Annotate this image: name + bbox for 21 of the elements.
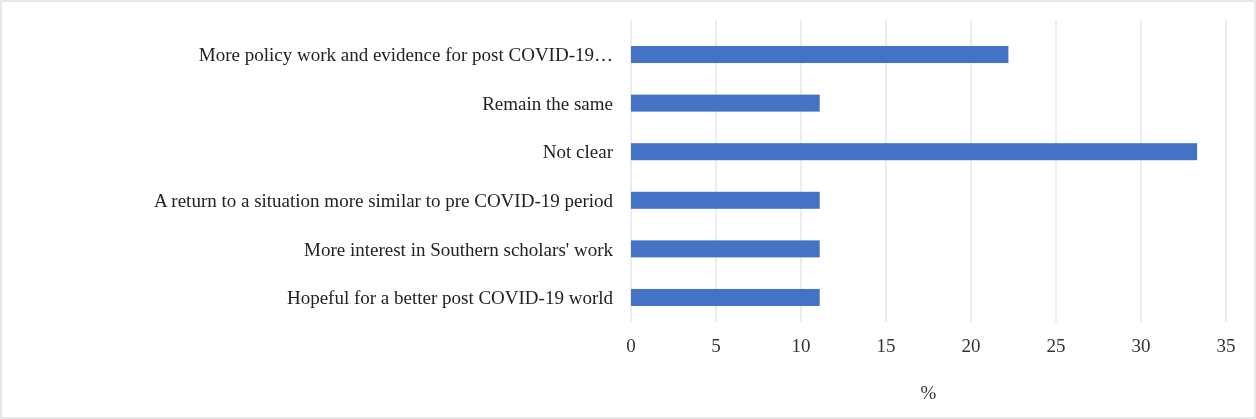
y-tick-label: Remain the same — [482, 92, 613, 114]
y-tick-label: More policy work and evidence for post COVID-19… — [198, 44, 613, 66]
bar — [631, 143, 1198, 161]
bar — [631, 46, 1009, 64]
x-tick-label: 30 — [1131, 335, 1151, 356]
x-tick-label: 25 — [1046, 335, 1066, 356]
x-tick-label: 0 — [626, 335, 636, 356]
x-tick-label: 5 — [711, 335, 721, 356]
y-tick-label: Not clear — [542, 141, 614, 163]
y-tick-label: Hopeful for a better post COVID-19 world — [286, 287, 614, 309]
x-axis-title: % — [920, 382, 937, 403]
bar — [631, 288, 820, 306]
x-tick-label: 35 — [1216, 335, 1236, 356]
bar — [631, 94, 820, 112]
bar — [631, 240, 820, 258]
x-tick-label: 10 — [791, 335, 811, 356]
y-tick-label: More interest in Southern scholars' work — [304, 238, 614, 260]
y-tick-label: A return to a situation more similar to pre COVID-19 period — [153, 189, 614, 211]
x-tick-label: 20 — [961, 335, 981, 356]
x-tick-label: 15 — [876, 335, 896, 356]
bar — [631, 191, 820, 209]
